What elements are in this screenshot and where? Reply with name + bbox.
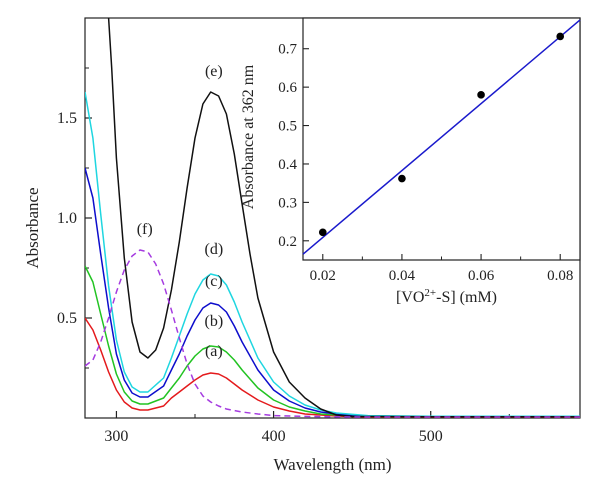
inset-data-point [477,91,485,99]
inset-y-tick-label: 0.4 [278,157,297,173]
inset-y-tick-label: 0.3 [278,195,297,211]
spectrum-line-f [85,249,580,418]
inset-y-tick-label: 0.6 [278,80,297,96]
y-tick-label: 1.5 [57,110,77,127]
inset-x-tick-label: 0.08 [547,268,573,284]
x-tick-label: 500 [419,428,443,445]
spectrum-line-b [85,265,580,418]
spectrum-line-c [85,167,580,418]
y-tick-label: 1.0 [57,210,77,227]
inset-x-tick-label: 0.06 [468,268,495,284]
inset-x-axis-title: [VO2+-S] (mM) [396,287,497,306]
spectrum-line-a [85,317,580,418]
inset-data-point [398,174,406,183]
inset-plot: 0.02 0.04 0.06 0.08 0.2 0.3 0.4 0.5 0.6 0.7 [VO2+-… [240,17,581,306]
inset-x-tick-label: 0.04 [389,268,416,284]
curve-label-b: (b) [205,313,224,330]
inset-y-tick-label: 0.2 [278,234,297,250]
y-tick-label: 0.5 [57,310,77,327]
x-tick-label: 300 [104,428,128,445]
inset-y-tick-label: 0.5 [278,119,297,135]
inset-data-point [318,228,327,237]
inset-data-point [556,32,565,41]
curve-label-c: (c) [205,273,223,290]
curve-label-f: (f) [137,221,153,238]
spectra-curves [85,18,580,418]
curve-label-d: (d) [205,241,224,258]
curve-label-a: (a) [205,343,223,360]
spectrum-line-d [85,91,580,417]
x-axis-title: Wavelength (nm) [273,455,391,474]
inset-fit-line [302,19,581,255]
spectrum-line-e [107,18,580,418]
curve-label-e: (e) [205,63,223,80]
inset-y-tick-label: 0.7 [278,42,297,58]
y-axis-title: Absorbance [23,187,42,268]
inset-y-axis-title: Absorbance at 362 nm [240,64,257,209]
inset-x-tick-label: 0.02 [310,268,336,284]
x-tick-label: 400 [262,428,286,445]
main-plot: 300 400 500 0.5 1.0 1.5 Wavelength (nm) Absorba… [23,17,581,474]
